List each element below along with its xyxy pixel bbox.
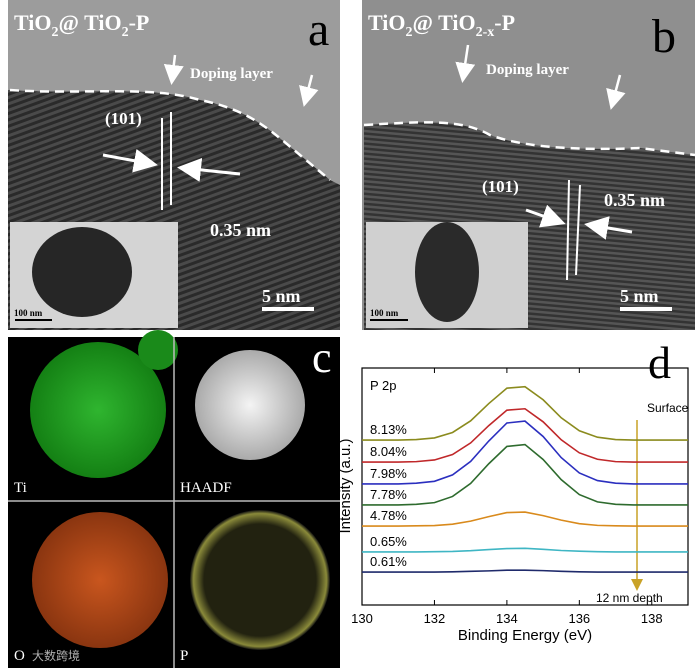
title-part: 2 [122,25,129,40]
panel-c: c Ti HAADF O P 大数跨境 [8,330,340,668]
title-part: @ TiO [413,10,476,35]
annotation: Doping layer [190,66,273,82]
plot-frame [361,367,689,606]
annotation: Doping layer [486,62,569,78]
series-label: 4.78% [370,508,407,523]
o-map [32,512,168,648]
particle [32,227,132,317]
dashed-boundary [9,88,331,181]
x-tick-label: 134 [496,611,518,626]
spectrum-line [362,407,688,463]
arrow [584,216,633,240]
panel-letter: c [312,333,332,382]
spectrum-line [362,443,688,506]
series-label: 8.13% [370,422,407,437]
series-label: 0.65% [370,534,407,549]
title-part: 2 [406,25,413,40]
spectrum-line [362,385,688,441]
series-label: 8.04% [370,444,407,459]
lattice-line [575,184,581,276]
map-label: O [14,648,25,664]
panel-d: d P 2p Surface 12 nm depth Binding Energ… [337,337,689,644]
spectrum-line [362,511,688,527]
title-part: 2 [52,25,59,40]
watermark: 大数跨境 [32,648,80,663]
haadf-image [195,350,305,460]
x-tick-label: 132 [424,611,446,626]
title-part: 2-x [476,25,495,40]
panel-letter: b [652,10,676,63]
title-part: -P [494,10,515,35]
map-label: P [180,648,188,664]
spacing-label: 0.35 nm [604,190,665,210]
map-label: Ti [14,480,27,496]
scale-label: 5 nm [262,286,301,306]
arrow [455,44,476,83]
annotation: 12 nm depth [596,591,663,605]
ti-map [30,342,166,478]
arrow [177,157,241,182]
arrow [606,74,626,110]
spectrum-line [362,547,688,553]
panel-letter: a [308,3,329,56]
dashed-boundary [363,121,696,157]
map-label: HAADF [180,480,232,496]
scale-label: 5 nm [620,286,659,306]
spectrum-label: P 2p [370,378,397,393]
x-axis-label: Binding Energy (eV) [458,627,592,644]
ti-map [138,330,178,370]
series-label: 7.98% [370,466,407,481]
plane-label: (101) [105,109,142,128]
x-tick-label: 138 [641,611,663,626]
x-tick-label: 130 [351,611,373,626]
spacing-label: 0.35 nm [210,220,271,240]
title-part: TiO [14,10,52,35]
arrow [525,204,566,228]
inset-scale-label: 100 nm [14,308,43,318]
arrow [163,54,184,85]
arrow [102,148,158,173]
p-map [190,510,330,650]
arrow [299,74,319,107]
inset-scale-label: 100 nm [370,308,399,318]
panel-a: TiO2@ TiO2-P a Doping layer (101) 0.35 n… [8,0,340,330]
annotation: Surface [647,401,689,415]
title-part: TiO [368,10,406,35]
series-label: 0.61% [370,554,407,569]
x-tick-label: 136 [568,611,590,626]
panel-b: TiO2@ TiO2-x-P b Doping layer (101) 0.35… [362,0,696,330]
plane-label: (101) [482,177,519,196]
particle [415,222,479,322]
title-part: @ TiO [59,10,122,35]
series-label: 7.78% [370,487,407,502]
spectrum-line [362,420,688,485]
y-axis-label: Intensity (a.u.) [337,438,354,533]
spectrum-line [362,569,688,573]
panel-title: TiO2@ TiO2-P [14,10,149,40]
lattice-line [566,179,570,281]
title-part: -P [129,10,150,35]
panel-letter: d [648,337,671,388]
panel-title: TiO2@ TiO2-x-P [368,10,515,40]
